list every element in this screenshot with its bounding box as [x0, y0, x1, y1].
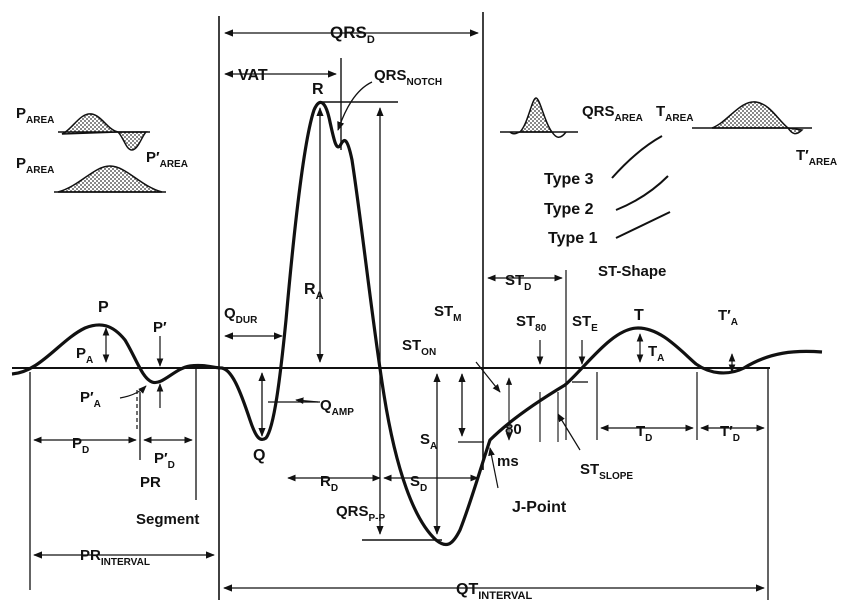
label-t-a: TA	[648, 343, 664, 364]
st-slope-arrow	[557, 413, 581, 451]
label-type3: Type 3	[544, 171, 594, 188]
st-type1-line	[615, 211, 671, 239]
label-t-area: TAREA	[656, 103, 694, 124]
label-pr-interval: PRINTERVAL	[80, 547, 150, 568]
t-area-icon	[692, 101, 812, 135]
label-st-e: STE	[572, 313, 598, 334]
label-st-d: STD	[505, 272, 531, 293]
label-st-slope: STSLOPE	[580, 461, 633, 482]
label-t: T	[634, 307, 644, 324]
label-t-d: TD	[636, 423, 652, 444]
st-m-arrow	[475, 361, 501, 393]
label-p: P	[98, 299, 109, 316]
ecg-trace	[11, 100, 823, 547]
q-amp-pointer	[295, 397, 319, 405]
label-qrs-d: QRSD	[330, 23, 375, 46]
notch-pointer	[337, 81, 373, 131]
label-vat: VAT	[238, 67, 268, 84]
label-q-amp: QAMP	[320, 397, 354, 418]
label-p-area-1: PAREA	[16, 105, 54, 126]
p-area-monophasic-icon	[54, 165, 166, 193]
j-point-arrow	[488, 447, 499, 489]
label-p-prime: P′	[153, 319, 167, 336]
label-s-d: SD	[410, 473, 427, 494]
label-st-m: STM	[434, 303, 462, 324]
st-type2-line	[615, 175, 669, 211]
label-q-dur: QDUR	[224, 305, 258, 326]
label-eighty: 80	[505, 421, 522, 438]
label-t-prime-area: T′AREA	[796, 147, 837, 168]
qrs-area-icon	[500, 97, 578, 138]
label-t-a-prime: T′A	[718, 307, 738, 328]
label-p-prime-area: P′AREA	[146, 149, 188, 170]
label-st-shape: ST-Shape	[598, 263, 666, 280]
label-j-point: J-Point	[512, 499, 567, 516]
label-p-a: PA	[76, 345, 93, 366]
label-p-a-prime: P′A	[80, 389, 101, 410]
label-r-d: RD	[320, 473, 338, 494]
label-st-80: ST80	[516, 313, 547, 334]
label-qrs-pp: QRSP-P	[336, 503, 386, 524]
label-p-d-prime: P′D	[154, 450, 175, 471]
pa-prime-pointer	[119, 385, 147, 399]
label-r: R	[312, 81, 324, 98]
p-area-biphasic-icon	[58, 113, 150, 151]
label-pr: PR	[140, 474, 161, 491]
label-qrs-notch: QRSNOTCH	[374, 67, 442, 88]
label-r-a: RA	[304, 281, 324, 302]
label-type2: Type 2	[544, 201, 594, 218]
label-t-d-prime: T′D	[720, 423, 740, 444]
st-type3-line	[611, 135, 663, 179]
label-qrs-area: QRSAREA	[582, 103, 643, 124]
label-q: Q	[253, 447, 265, 464]
label-s-a: SA	[420, 431, 437, 452]
label-st-on: STON	[402, 337, 436, 358]
label-segment: Segment	[136, 511, 199, 528]
label-type1: Type 1	[548, 230, 598, 247]
label-qt-interval: QTINTERVAL	[456, 581, 532, 602]
label-ms: ms	[497, 453, 519, 470]
label-p-area-2: PAREA	[16, 155, 54, 176]
label-p-d: PD	[72, 435, 89, 456]
